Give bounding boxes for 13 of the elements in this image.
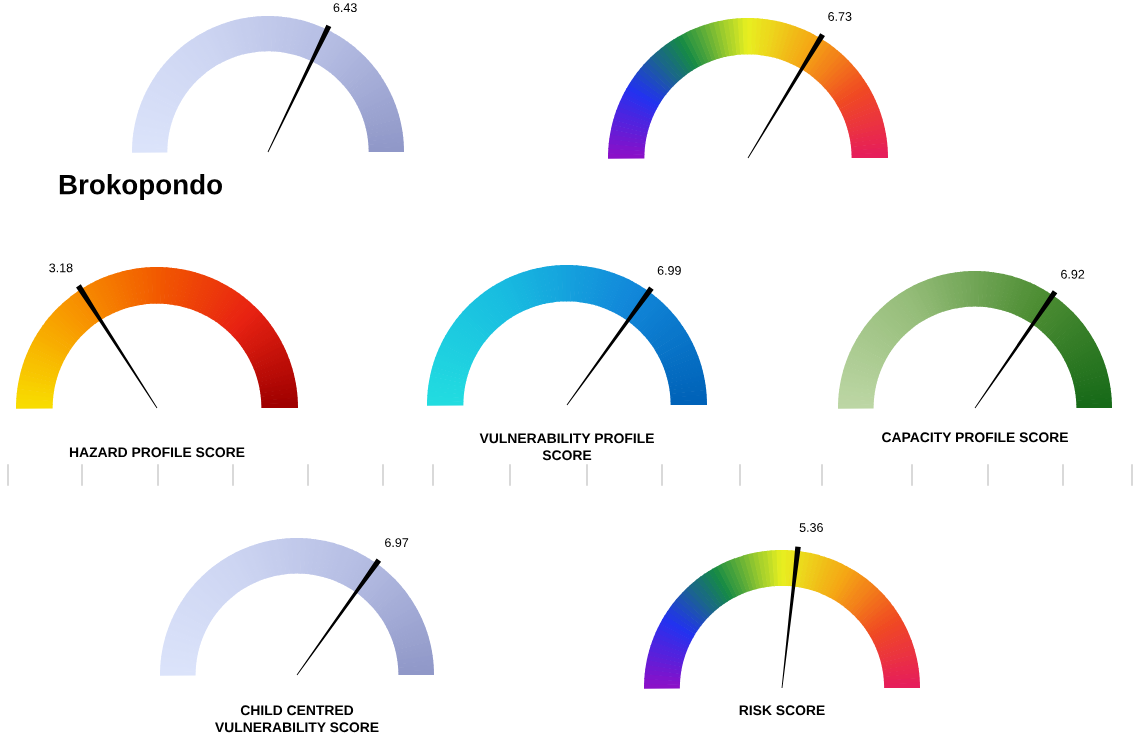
- text: RISK SCORE: [739, 705, 825, 716]
- data-label: 6.99: [657, 266, 681, 275]
- data-label: 3.18: [49, 263, 73, 273]
- text: CAPACITY PROFILE SCORE: [882, 432, 1068, 443]
- data-label: 6.92: [1061, 269, 1085, 279]
- text: HAZARD PROFILE SCORE: [69, 447, 245, 458]
- data-label: 5.36: [799, 523, 823, 532]
- text: Brokopondo: [59, 174, 223, 200]
- data-label: 6.43: [333, 3, 357, 13]
- data-label: 6.97: [385, 538, 409, 548]
- text: VULNERABILITY PROFILE SCORE: [479, 433, 654, 461]
- text: CHILD CENTRED VULNERABILITY SCORE: [215, 705, 379, 733]
- data-label: 6.73: [828, 12, 852, 21]
